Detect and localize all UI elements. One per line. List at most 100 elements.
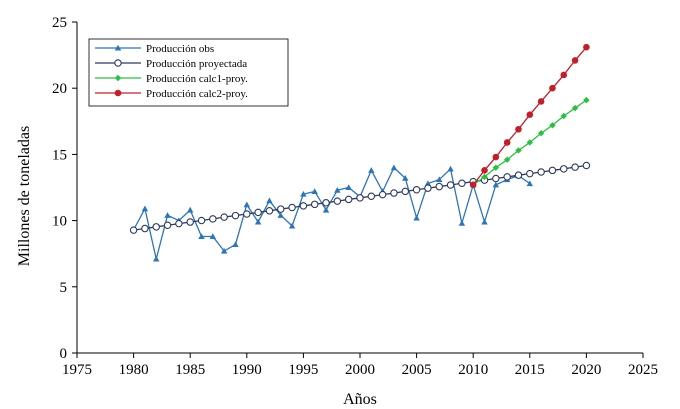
- data-point: [129, 226, 138, 234]
- data-point: [458, 179, 466, 188]
- data-point: [114, 59, 122, 67]
- data-point: [152, 223, 160, 231]
- data-point: [436, 176, 443, 183]
- data-point: [515, 147, 522, 154]
- data-point: [368, 167, 375, 173]
- data-point: [277, 212, 284, 218]
- data-point: [402, 175, 409, 181]
- data-point: [571, 104, 579, 112]
- data-point: [322, 206, 330, 213]
- data-point: [114, 89, 122, 97]
- series-layer: [129, 43, 591, 262]
- x-tick-label: 2000: [345, 362, 375, 378]
- series-line: [133, 166, 531, 260]
- data-point: [515, 125, 522, 133]
- x-tick-label: 1995: [288, 362, 318, 378]
- series-2: [129, 161, 591, 234]
- y-tick-label: 5: [60, 280, 68, 296]
- legend-label: Producción obs: [146, 43, 214, 55]
- data-point: [390, 189, 398, 197]
- data-point: [186, 218, 194, 226]
- x-tick-label: 2010: [458, 362, 488, 378]
- data-point: [220, 213, 228, 221]
- data-point: [310, 200, 319, 209]
- data-point: [526, 139, 533, 146]
- data-point: [549, 122, 556, 129]
- legend-label: Producción calc1-proy.: [146, 73, 248, 85]
- data-point: [163, 221, 172, 229]
- data-point: [503, 156, 511, 163]
- data-point: [141, 224, 149, 233]
- data-point: [492, 174, 500, 183]
- data-point: [231, 211, 240, 220]
- data-point: [481, 166, 488, 174]
- data-point: [514, 171, 523, 179]
- data-point: [209, 215, 217, 223]
- legend-entry: Producción calc1-proy.: [95, 73, 248, 85]
- data-point: [198, 233, 205, 240]
- data-point: [537, 98, 545, 105]
- data-point: [322, 198, 330, 207]
- legend-entry: Producción proyectada: [95, 58, 247, 70]
- data-point: [560, 71, 568, 79]
- data-point: [175, 219, 183, 228]
- data-point: [243, 201, 250, 208]
- data-point: [367, 192, 376, 200]
- data-point: [334, 186, 341, 193]
- x-axis-ticks: 1975 1980 1985 1990 1995 2000 2005 2010 2015 2020…: [62, 353, 658, 378]
- x-tick-label: 2020: [571, 362, 601, 378]
- data-point: [446, 181, 455, 189]
- data-point: [435, 182, 443, 191]
- y-tick-label: 0: [60, 346, 68, 362]
- data-point: [220, 247, 228, 254]
- data-point: [333, 197, 342, 205]
- data-point: [141, 205, 149, 212]
- data-point: [243, 210, 251, 218]
- data-point: [153, 255, 160, 262]
- data-point: [164, 212, 171, 218]
- data-point: [232, 241, 239, 247]
- data-point: [582, 161, 591, 170]
- data-point: [560, 165, 568, 173]
- legend-box: [88, 38, 289, 107]
- data-point: [265, 207, 274, 215]
- y-tick-label: 15: [52, 147, 67, 163]
- series-4: [469, 43, 590, 189]
- data-point: [481, 173, 488, 181]
- x-tick-label: 2005: [402, 362, 432, 378]
- data-point: [424, 184, 432, 192]
- y-tick-label: 20: [52, 81, 67, 97]
- data-point: [412, 186, 421, 194]
- y-tick-label: 10: [52, 214, 67, 230]
- data-point: [299, 202, 308, 210]
- data-point: [197, 216, 206, 225]
- legend-entry: Producción obs: [95, 43, 214, 55]
- data-point: [345, 184, 352, 191]
- x-tick-label: 1975: [62, 362, 92, 378]
- data-point: [378, 190, 387, 199]
- data-point: [583, 96, 590, 104]
- data-point: [492, 181, 500, 188]
- legend: Producción obs Producción proyectada Produ…: [88, 38, 289, 107]
- data-point: [583, 43, 590, 51]
- data-point: [492, 164, 500, 171]
- y-tick-label: 25: [52, 15, 67, 31]
- data-point: [571, 163, 579, 171]
- data-point: [344, 195, 353, 204]
- data-point: [114, 44, 122, 51]
- data-point: [254, 208, 262, 217]
- data-point: [458, 220, 466, 226]
- data-point: [537, 168, 545, 176]
- data-point: [266, 197, 273, 204]
- data-point: [503, 173, 511, 181]
- data-point: [300, 190, 307, 197]
- data-point: [537, 130, 545, 137]
- x-tick-label: 1985: [175, 362, 205, 378]
- data-point: [356, 194, 364, 202]
- x-tick-label: 2015: [515, 362, 545, 378]
- data-point: [549, 84, 556, 92]
- y-axis-title: Millones de toneladas: [16, 126, 33, 266]
- legend-label: Producción calc2-proy.: [146, 88, 248, 100]
- data-point: [526, 180, 533, 187]
